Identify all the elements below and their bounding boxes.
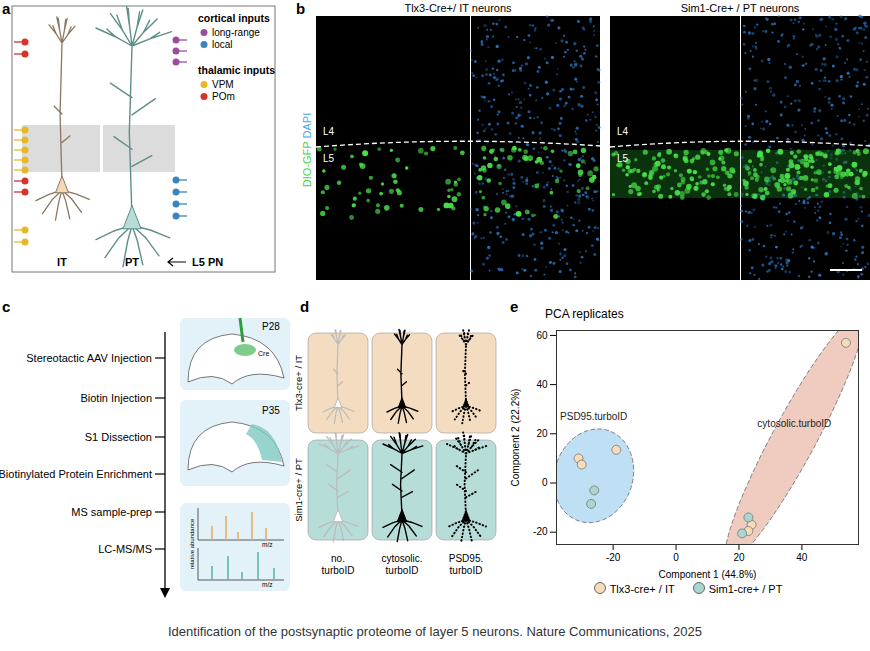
svg-text:a: a [2, 0, 11, 17]
svg-text:e: e [510, 298, 518, 315]
svg-text:cytosolic.turboID: cytosolic.turboID [381, 553, 422, 576]
svg-text:cytosolic.turboID: cytosolic.turboID [757, 418, 831, 429]
svg-text:S1 Dissection: S1 Dissection [85, 431, 152, 443]
svg-text:-20: -20 [533, 526, 548, 537]
svg-text:VPM: VPM [212, 79, 234, 90]
svg-text:Component 1 (44.8%): Component 1 (44.8%) [659, 569, 757, 580]
svg-text:L4: L4 [323, 126, 335, 137]
svg-text:PSD95.turboID: PSD95.turboID [560, 411, 627, 422]
svg-text:Sim1-cre+ / PT: Sim1-cre+ / PT [293, 458, 304, 522]
html-text:Tlx3-cre+ / IT: Tlx3-cre+ / IT [609, 583, 675, 595]
svg-text:Sim1-Cre+ / PT neurons: Sim1-Cre+ / PT neurons [681, 2, 800, 14]
svg-text:-20: -20 [606, 552, 621, 563]
html-text:Sim1-cre+ / PT: Sim1-cre+ / PT [708, 583, 783, 595]
svg-text:P28: P28 [262, 321, 280, 332]
svg-text:0: 0 [542, 477, 548, 488]
svg-text:d: d [300, 298, 309, 315]
svg-text:Tlx3-cre+ / IT: Tlx3-cre+ / IT [293, 355, 304, 411]
svg-text:Stereotactic AAV Injection: Stereotactic AAV Injection [26, 352, 152, 364]
svg-text:20: 20 [733, 552, 745, 563]
svg-text:PT: PT [125, 256, 139, 268]
svg-text:cortical inputs: cortical inputs [198, 12, 270, 24]
svg-text:POm: POm [212, 91, 235, 102]
svg-text:Component 2 (22.2%): Component 2 (22.2%) [510, 389, 521, 487]
svg-text:L4: L4 [617, 126, 629, 137]
svg-text:relative abundance: relative abundance [189, 518, 195, 569]
svg-text:Tlx3-Cre+/ IT neurons: Tlx3-Cre+/ IT neurons [404, 2, 512, 14]
svg-text:PCA replicates: PCA replicates [545, 307, 624, 321]
svg-text:Biotinylated Protein Enrichmen: Biotinylated Protein Enrichment [0, 468, 152, 480]
svg-text:0: 0 [673, 552, 679, 563]
svg-text:c: c [2, 298, 10, 315]
svg-text:LC-MS/MS: LC-MS/MS [98, 543, 152, 555]
svg-text:long-range: long-range [212, 27, 260, 38]
svg-text:L5: L5 [617, 153, 629, 164]
svg-text:20: 20 [536, 428, 548, 439]
svg-text:PSD95.turboID: PSD95.turboID [449, 553, 483, 576]
svg-text:DIO-GFP DAPI: DIO-GFP DAPI [301, 113, 313, 187]
svg-text:MS sample-prep: MS sample-prep [71, 506, 152, 518]
html-text:Identification of the postsyna: Identification of the postsynaptic prote… [168, 624, 702, 639]
svg-text:IT: IT [57, 256, 67, 268]
svg-text:b: b [296, 0, 305, 17]
svg-text:L5 PN: L5 PN [192, 256, 223, 268]
svg-text:Cre: Cre [258, 350, 269, 357]
svg-text:40: 40 [536, 379, 548, 390]
svg-text:thalamic inputs: thalamic inputs [198, 64, 275, 76]
svg-text:no.turboID: no.turboID [322, 553, 355, 576]
svg-text:m/z: m/z [262, 541, 272, 548]
svg-text:P35: P35 [262, 405, 280, 416]
svg-text:local: local [212, 39, 233, 50]
svg-text:L5: L5 [323, 153, 335, 164]
svg-text:60: 60 [536, 330, 548, 341]
svg-text:40: 40 [796, 552, 808, 563]
svg-text:Biotin Injection: Biotin Injection [80, 392, 152, 404]
svg-text:m/z: m/z [262, 581, 272, 588]
